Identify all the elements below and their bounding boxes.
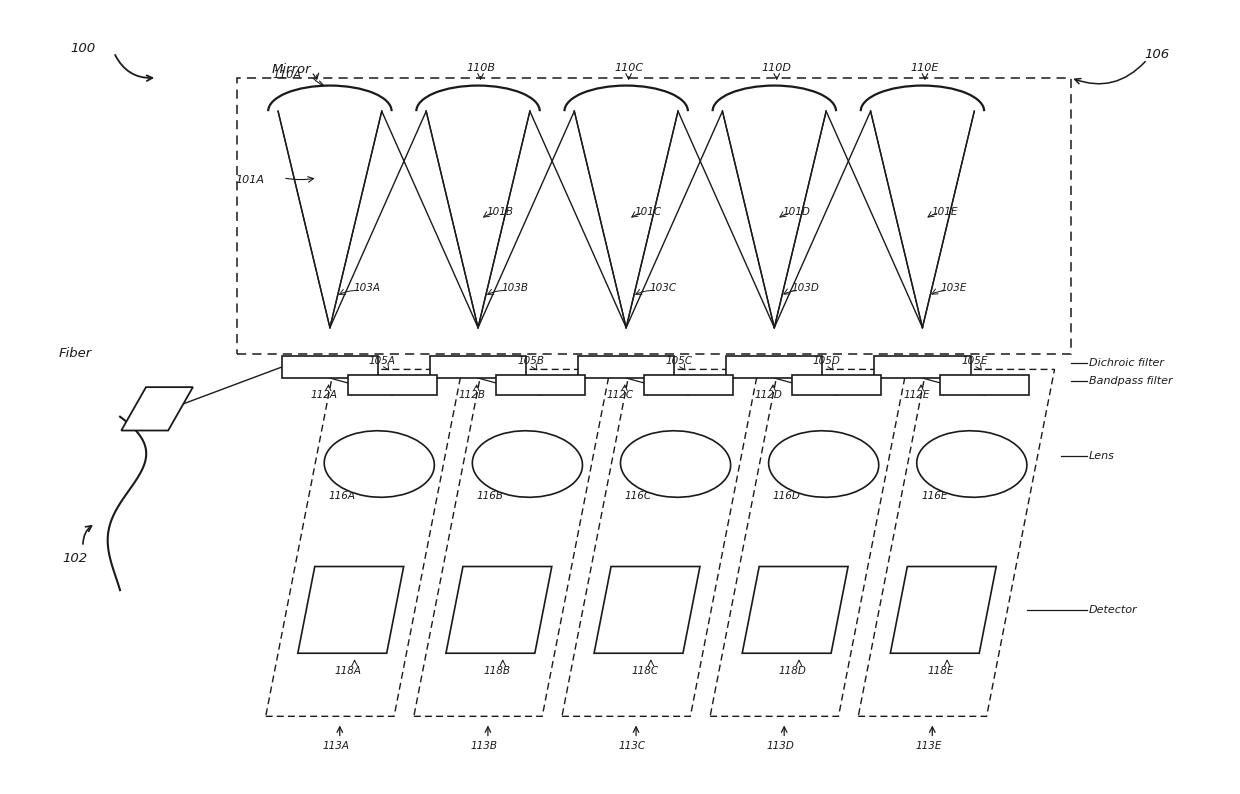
Text: 105A: 105A (368, 357, 396, 366)
Text: 110B: 110B (466, 64, 495, 73)
Text: Fiber: Fiber (58, 347, 92, 360)
Polygon shape (594, 566, 699, 653)
Text: 103A: 103A (353, 283, 381, 293)
Text: Bandpass filter: Bandpass filter (1089, 376, 1173, 386)
Text: 103B: 103B (501, 283, 528, 293)
Text: 101B: 101B (487, 206, 513, 217)
Text: 113C: 113C (619, 742, 646, 751)
Text: 100: 100 (71, 42, 95, 55)
Bar (237, 78, 1070, 353)
Text: 101C: 101C (635, 206, 662, 217)
Text: 112E: 112E (903, 391, 930, 400)
Text: 118D: 118D (779, 665, 807, 676)
Ellipse shape (620, 431, 730, 497)
Polygon shape (122, 387, 193, 430)
Text: 110C: 110C (614, 64, 644, 73)
Text: 118E: 118E (928, 665, 954, 676)
Polygon shape (496, 376, 585, 395)
Polygon shape (890, 566, 996, 653)
Text: 116C: 116C (625, 491, 652, 500)
Text: 103D: 103D (791, 283, 820, 293)
Text: 103C: 103C (650, 283, 677, 293)
Text: 113E: 113E (915, 742, 942, 751)
Text: 105D: 105D (813, 357, 841, 366)
Bar (578, 356, 675, 378)
Text: 118A: 118A (335, 665, 362, 676)
Text: 116A: 116A (329, 491, 356, 500)
Text: 110D: 110D (761, 64, 792, 73)
Polygon shape (644, 376, 733, 395)
Bar (430, 356, 526, 378)
Polygon shape (792, 376, 882, 395)
Text: 114C: 114C (625, 453, 652, 463)
Ellipse shape (472, 431, 583, 497)
Text: 114B: 114B (477, 453, 503, 463)
Text: 113B: 113B (471, 742, 497, 751)
Polygon shape (743, 566, 848, 653)
Text: Detector: Detector (1089, 605, 1138, 615)
Text: 105B: 105B (517, 357, 544, 366)
Ellipse shape (916, 431, 1027, 497)
Text: 110E: 110E (910, 64, 939, 73)
Text: 116D: 116D (773, 491, 801, 500)
Text: 118C: 118C (631, 665, 658, 676)
Text: 102: 102 (62, 552, 87, 565)
Text: 114A: 114A (329, 453, 356, 463)
Text: 116E: 116E (921, 491, 947, 500)
Bar (874, 356, 971, 378)
Text: 106: 106 (1145, 48, 1169, 60)
Polygon shape (446, 566, 552, 653)
Ellipse shape (324, 431, 434, 497)
Text: 114D: 114D (773, 453, 801, 463)
Text: Lens: Lens (1089, 451, 1115, 461)
Polygon shape (347, 376, 436, 395)
Text: 101D: 101D (782, 206, 811, 217)
Text: 116B: 116B (477, 491, 503, 500)
Text: 112D: 112D (754, 391, 782, 400)
Text: 103E: 103E (940, 283, 966, 293)
Text: 114E: 114E (921, 453, 947, 463)
Text: 110A: 110A (273, 71, 301, 80)
Text: 101A: 101A (236, 175, 264, 185)
Text: Dichroic filter: Dichroic filter (1089, 358, 1164, 368)
Text: 118B: 118B (484, 665, 510, 676)
Text: 112A: 112A (310, 391, 337, 400)
Text: 112B: 112B (459, 391, 485, 400)
Bar (727, 356, 822, 378)
Text: 112C: 112C (606, 391, 634, 400)
Text: 113A: 113A (322, 742, 350, 751)
Text: 105C: 105C (665, 357, 692, 366)
Text: 113D: 113D (766, 742, 795, 751)
Polygon shape (298, 566, 404, 653)
Text: 105E: 105E (962, 357, 988, 366)
Polygon shape (940, 376, 1029, 395)
Ellipse shape (769, 431, 879, 497)
Text: Mirror: Mirror (272, 64, 311, 76)
Bar (281, 356, 378, 378)
Text: 101E: 101E (931, 206, 957, 217)
